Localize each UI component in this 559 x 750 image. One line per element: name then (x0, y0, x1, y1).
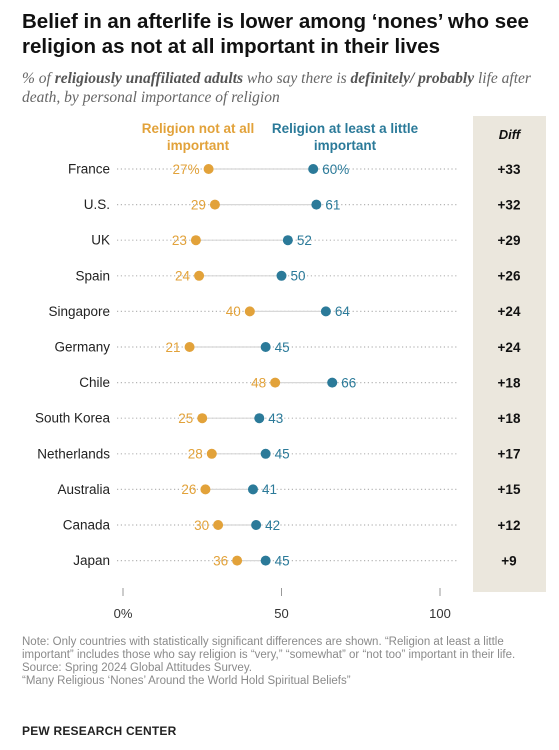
value-label-little-important: 45 (275, 447, 290, 462)
value-label-not-important: 25 (178, 411, 193, 426)
category-label: South Korea (35, 411, 111, 426)
dot-little-important (282, 235, 293, 246)
value-label-not-important: 21 (166, 340, 181, 355)
subtitle-emphasis: religiously unaffiliated adults (54, 70, 244, 87)
x-tick-label: 0% (114, 606, 133, 621)
diff-value: +26 (498, 269, 521, 284)
dot-little-important (260, 342, 271, 352)
diff-column-header: Diff (498, 127, 521, 142)
category-label: Australia (57, 482, 110, 497)
value-label-little-important: 45 (275, 553, 290, 568)
diff-value: +29 (498, 233, 521, 248)
dot-little-important (260, 448, 271, 459)
category-label: UK (91, 233, 110, 248)
diff-value: +12 (498, 518, 521, 533)
chart-notes: Note: Only countries with statistically … (22, 636, 542, 688)
value-label-little-important: 41 (262, 482, 277, 497)
value-label-not-important: 40 (226, 304, 241, 319)
chart-title: Belief in an afterlife is lower among ‘n… (22, 10, 529, 58)
value-label-little-important: 60% (322, 162, 349, 177)
value-label-not-important: 26 (181, 482, 196, 497)
dot-not-important (209, 199, 220, 210)
value-label-not-important: 30 (194, 518, 209, 533)
category-label: Japan (73, 553, 110, 568)
value-label-little-important: 66 (341, 375, 356, 390)
dot-not-important (203, 164, 214, 174)
source-text: Source: Spring 2024 Global Attitudes Sur… (22, 662, 252, 674)
dot-not-important (194, 270, 205, 281)
diff-value: +18 (498, 375, 521, 390)
dot-not-important (200, 484, 211, 495)
value-label-little-important: 50 (291, 269, 306, 284)
diff-value: +15 (498, 482, 521, 497)
category-label: U.S. (84, 197, 110, 212)
dot-plot: 0% 50 100 France 27% 60% +33 U.S. 29 61 +32 UK 23 52 +… (35, 162, 521, 622)
dot-not-important (190, 235, 201, 246)
dot-not-important (206, 448, 217, 459)
subtitle-part: who say there is (243, 70, 351, 87)
dot-little-important (247, 484, 258, 495)
value-label-little-important: 43 (268, 411, 283, 426)
dot-not-important (270, 377, 281, 388)
chart-subtitle: % of religiously unaffiliated adults who… (22, 69, 542, 107)
category-label: Singapore (48, 304, 110, 319)
value-label-little-important: 45 (275, 340, 290, 355)
category-label: France (68, 162, 110, 177)
dot-little-important (276, 270, 287, 281)
dot-little-important (251, 520, 262, 530)
diff-value: +24 (498, 304, 521, 319)
value-label-not-important: 48 (251, 375, 266, 390)
diff-value: +24 (498, 340, 521, 355)
dot-little-important (327, 377, 338, 388)
legend-little-important: Religion at least a little important (271, 121, 419, 153)
legend-not-important: Religion not at all important (141, 121, 255, 153)
value-label-little-important: 64 (335, 304, 351, 319)
value-label-little-important: 61 (325, 197, 340, 212)
diff-value: +18 (498, 411, 521, 426)
subtitle-part: life after death, by personal importance… (22, 70, 531, 106)
value-label-little-important: 42 (265, 518, 280, 533)
value-label-not-important: 29 (191, 197, 206, 212)
category-label: Canada (63, 518, 111, 533)
report-title: “Many Religious ‘Nones’ Around the World… (22, 675, 351, 687)
subtitle-emphasis: definitely/ probably (350, 70, 475, 87)
dot-little-important (254, 413, 265, 424)
x-tick-label: 50 (274, 606, 288, 621)
dot-not-important (232, 555, 243, 566)
dot-not-important (213, 520, 224, 530)
dot-not-important (184, 342, 195, 352)
diff-value: +17 (498, 447, 521, 462)
dot-little-important (320, 306, 331, 317)
value-label-not-important: 36 (213, 553, 228, 568)
value-label-not-important: 27% (173, 162, 200, 177)
diff-column-background (473, 116, 546, 592)
brand-logo-text: PEW RESEARCH CENTER (22, 724, 177, 738)
subtitle-part: % of (22, 70, 55, 87)
value-label-not-important: 24 (175, 269, 191, 284)
dot-little-important (260, 555, 271, 566)
dot-little-important (308, 164, 319, 174)
category-label: Germany (54, 340, 110, 355)
value-label-not-important: 23 (172, 233, 187, 248)
dot-not-important (244, 306, 255, 317)
dot-not-important (197, 413, 208, 424)
value-label-not-important: 28 (188, 447, 203, 462)
diff-value: +9 (501, 553, 516, 568)
category-label: Netherlands (37, 446, 110, 461)
note-text: Note: Only countries with statistically … (22, 636, 516, 661)
category-label: Chile (79, 375, 110, 390)
diff-value: +33 (498, 162, 521, 177)
dot-little-important (311, 199, 322, 210)
diff-value: +32 (498, 197, 521, 212)
value-label-little-important: 52 (297, 233, 312, 248)
category-label: Spain (75, 268, 110, 283)
x-tick-label: 100 (429, 606, 451, 621)
